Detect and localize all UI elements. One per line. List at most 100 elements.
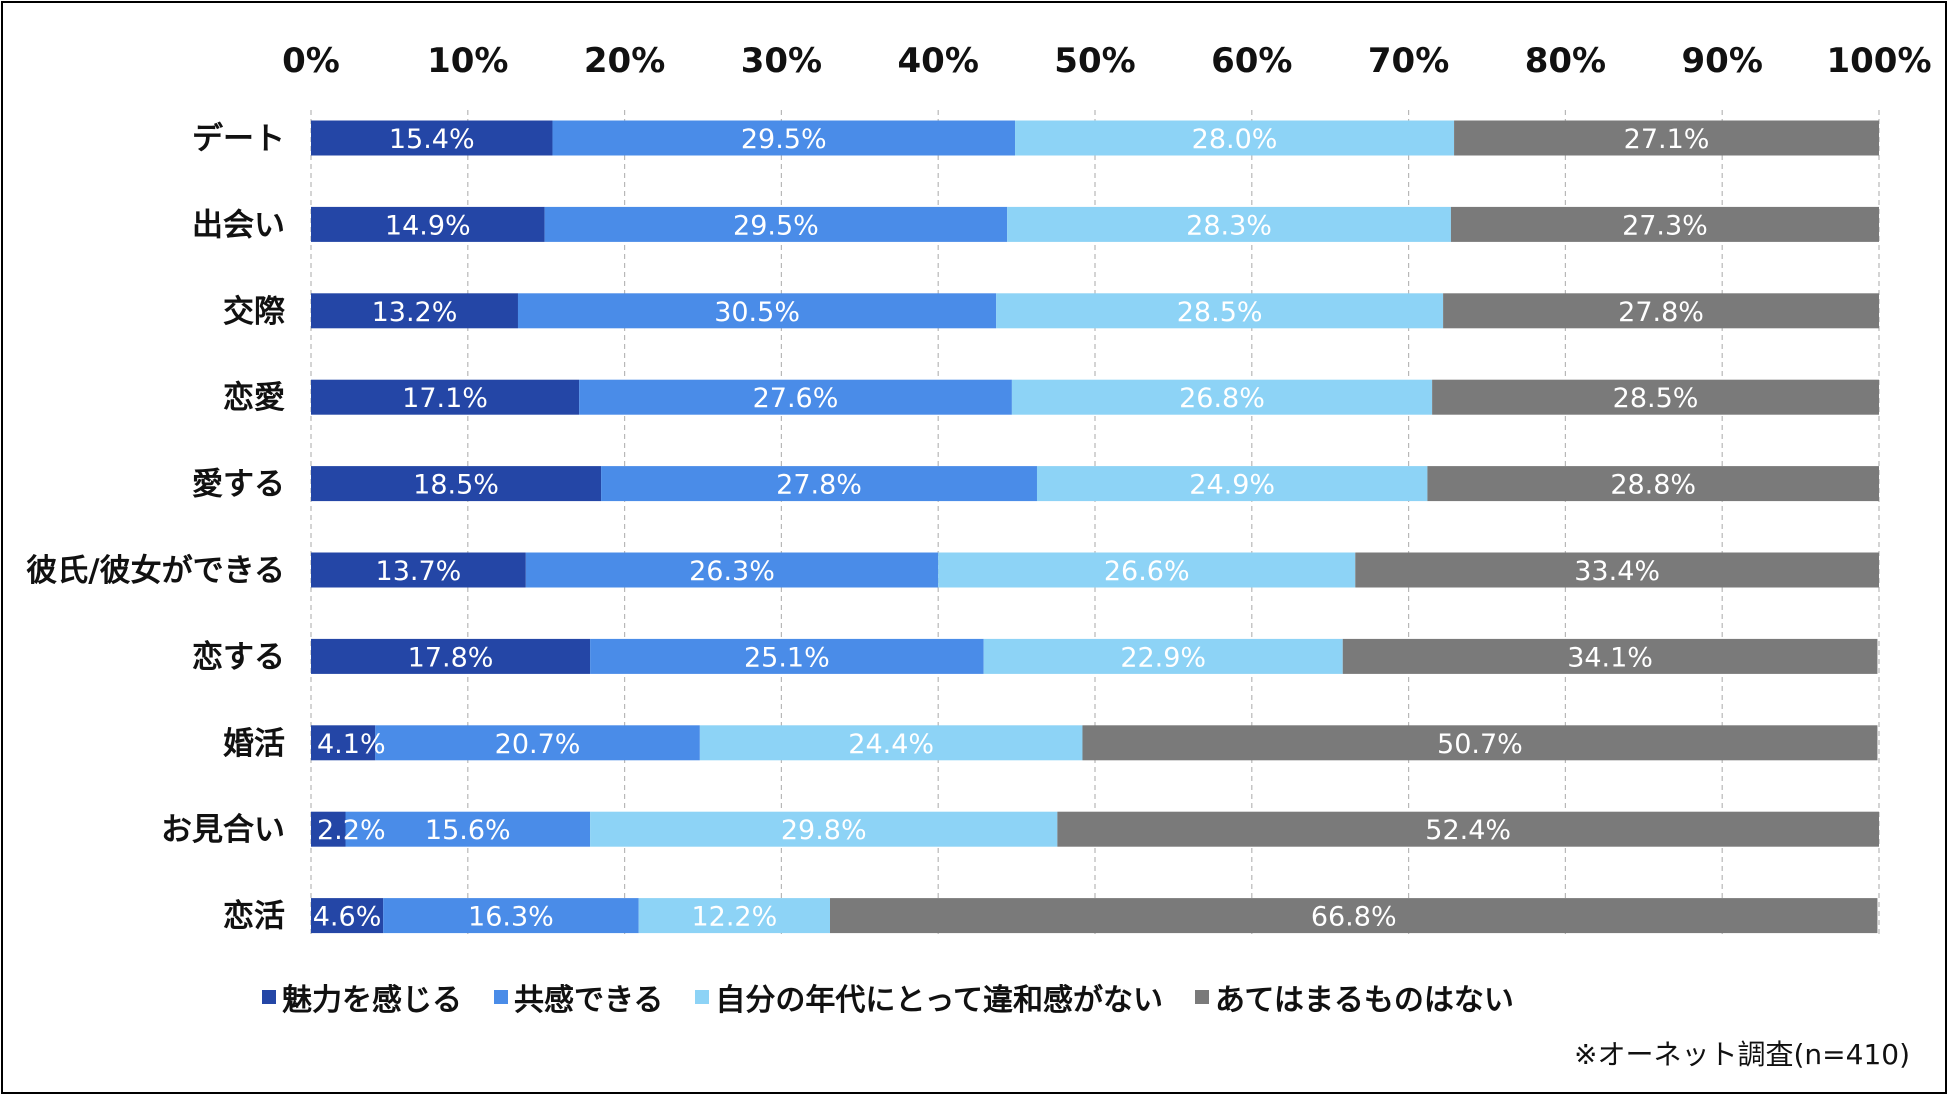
data-label: 28.5% (1177, 297, 1263, 328)
legend-item-no-discomfort: 自分の年代にとって違和感がない (695, 975, 1163, 1019)
data-label: 17.1% (402, 383, 488, 414)
bar-segment (590, 638, 984, 674)
data-label: 18.5% (413, 470, 499, 501)
x-axis-ticks: 0% 10% 20% 30% 40% 50% 60% 70% 80% 90% 100% (282, 41, 1931, 81)
legend-label: あてはまるものはない (1215, 983, 1514, 1018)
bar-segment (383, 898, 639, 934)
legend-swatch (262, 990, 276, 1004)
bar-segment (1454, 120, 1879, 156)
data-label: 25.1% (744, 642, 830, 673)
legend-swatch (695, 990, 710, 1004)
bar-segment (1082, 725, 1878, 761)
category-label: 恋愛 (223, 380, 285, 416)
data-label: 34.1% (1567, 642, 1653, 673)
category-label: お見合い (161, 812, 285, 848)
data-label: 29.8% (781, 815, 867, 846)
category-label: 出会い (192, 207, 285, 243)
data-label: 13.7% (376, 556, 462, 587)
data-label: 26.8% (1179, 383, 1265, 414)
bar-segment (1342, 638, 1878, 674)
data-label: 12.2% (691, 902, 777, 933)
bar-segment (996, 293, 1444, 329)
bar-segment (311, 206, 545, 242)
bar-segment (1432, 379, 1879, 415)
data-label: 20.7% (495, 729, 581, 760)
data-label: 14.9% (385, 210, 471, 241)
bar-segment (1427, 466, 1879, 502)
bar-segment (525, 552, 939, 588)
data-label: 15.4% (389, 124, 475, 155)
data-label: 26.6% (1104, 556, 1190, 587)
category-label: 交際 (223, 294, 285, 330)
bar-segment (552, 120, 1016, 156)
x-tick-label: 100% (1826, 41, 1931, 81)
category-label: 恋活 (223, 899, 285, 935)
x-tick-label: 20% (584, 41, 665, 81)
bar-segment (311, 638, 591, 674)
x-tick-label: 60% (1211, 41, 1292, 81)
data-label: 28.8% (1610, 470, 1696, 501)
bar-segment (579, 379, 1012, 415)
bar-segment (311, 120, 553, 156)
category-label: デート (192, 121, 285, 157)
data-label: 4.1% (317, 729, 386, 760)
x-tick-label: 70% (1368, 41, 1449, 81)
bar-segment (938, 552, 1356, 588)
data-label: 13.2% (372, 297, 458, 328)
survey-note: ※オーネット調査(n=410) (1574, 1038, 1910, 1071)
data-label: 52.4% (1425, 815, 1511, 846)
data-label: 28.0% (1192, 124, 1278, 155)
data-label: 2.2% (317, 815, 386, 846)
x-tick-label: 30% (741, 41, 822, 81)
data-label: 24.4% (848, 729, 934, 760)
legend: 魅力を感じる 共感できる 自分の年代にとって違和感がない あてはまるものはない (262, 975, 1514, 1019)
data-label: 27.8% (776, 470, 862, 501)
bar-segment (1057, 811, 1879, 847)
data-label: 50.7% (1437, 729, 1523, 760)
bar-segment (699, 725, 1083, 761)
bar-segment (345, 811, 591, 847)
legend-item-none: あてはまるものはない (1195, 975, 1514, 1019)
data-label: 29.5% (741, 124, 827, 155)
category-label: 愛する (192, 467, 285, 503)
data-label: 4.6% (313, 902, 382, 933)
legend-swatch (1195, 990, 1210, 1004)
data-label: 27.3% (1622, 210, 1708, 241)
bar-segment (1443, 293, 1879, 329)
gridlines (310, 110, 1880, 935)
bars: 15.4% 29.5% 28.0% 27.1% 14.9% 29.5% 28.3% 27.3%… (311, 120, 1879, 934)
bar-segment (311, 552, 526, 588)
bar-segment (311, 725, 376, 761)
x-tick-label: 40% (898, 41, 979, 81)
legend-label: 共感できる (514, 983, 664, 1018)
data-label: 29.5% (733, 210, 819, 241)
x-tick-label: 50% (1054, 41, 1135, 81)
x-tick-label: 0% (282, 41, 340, 81)
bar-segment (638, 898, 831, 934)
bar-segment (375, 725, 700, 761)
data-label: 28.3% (1186, 210, 1272, 241)
data-label: 16.3% (468, 902, 554, 933)
x-tick-label: 90% (1682, 41, 1763, 81)
legend-swatch (494, 990, 508, 1004)
legend-item-attractive: 魅力を感じる (262, 975, 462, 1019)
bar-segment (590, 811, 1058, 847)
legend-label: 魅力を感じる (282, 983, 462, 1018)
category-label: 恋する (192, 639, 285, 675)
data-label: 22.9% (1120, 642, 1206, 673)
bar-segment (1036, 466, 1428, 502)
data-label: 66.8% (1311, 902, 1397, 933)
bar-segment (311, 898, 384, 934)
data-label: 24.9% (1189, 470, 1275, 501)
legend-item-empathize: 共感できる (494, 975, 663, 1019)
data-label: 30.5% (714, 297, 800, 328)
data-label: 15.6% (425, 815, 511, 846)
data-label: 33.4% (1574, 556, 1660, 587)
bar-segment (1450, 206, 1879, 242)
bar-segment (311, 811, 346, 847)
category-label: 婚活 (223, 726, 285, 762)
bar-segment (983, 638, 1343, 674)
data-label: 27.1% (1624, 124, 1710, 155)
data-label: 27.6% (753, 383, 839, 414)
